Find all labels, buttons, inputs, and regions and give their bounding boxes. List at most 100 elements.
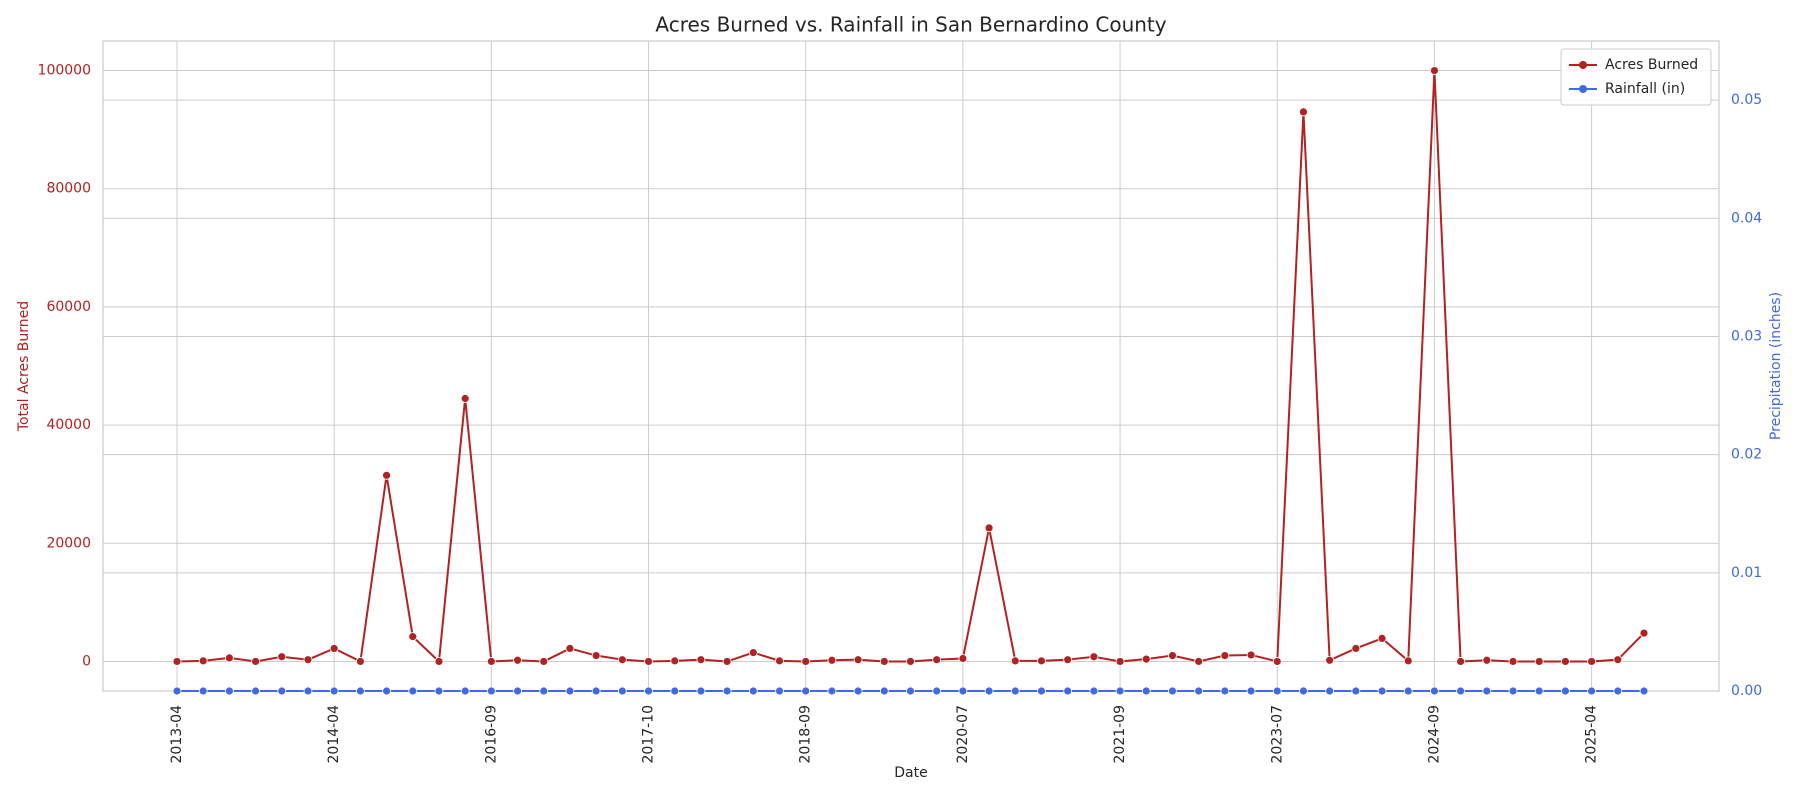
data-point: [1430, 686, 1439, 696]
data-point: [1141, 654, 1151, 664]
data-point: [1587, 657, 1597, 666]
data-point: [1194, 657, 1204, 666]
x-tick-label: 2023-07: [1269, 705, 1285, 764]
legend-marker: [1579, 85, 1587, 93]
data-point: [984, 523, 994, 533]
data-point: [1246, 650, 1256, 660]
data-point: [172, 686, 182, 696]
y2-tick-label: 0.05: [1731, 92, 1762, 108]
x-axis-label: Date: [894, 765, 927, 781]
data-point: [329, 686, 339, 696]
data-point: [1168, 651, 1177, 660]
data-point: [644, 657, 653, 666]
data-point: [827, 655, 837, 665]
plot-frame: [102, 40, 1720, 692]
data-point: [1272, 657, 1282, 666]
data-point: [906, 657, 915, 666]
y2-tick-label: 0.02: [1731, 447, 1762, 463]
x-tick-label: 2018-09: [798, 705, 814, 764]
data-point: [486, 657, 496, 666]
data-point: [1351, 644, 1361, 653]
data-point: [1456, 686, 1466, 696]
data-point: [1561, 686, 1570, 696]
data-point: [1587, 686, 1597, 696]
legend-label: Rainfall (in): [1605, 81, 1685, 97]
data-point: [277, 686, 287, 696]
data-point: [1508, 657, 1518, 666]
data-point: [1010, 686, 1020, 696]
data-point: [1613, 655, 1623, 665]
data-point: [382, 686, 391, 696]
data-point: [984, 686, 994, 696]
y2-tick-label: 0.03: [1731, 328, 1762, 344]
y2-tick-label: 0.04: [1731, 210, 1762, 226]
x-tick-label: 2013-04: [169, 705, 185, 764]
legend-marker: [1579, 61, 1587, 69]
data-point: [879, 657, 889, 666]
data-point: [1534, 686, 1544, 696]
x-tick-label: 2020-07: [955, 705, 971, 764]
data-point: [539, 657, 549, 666]
data-point: [801, 686, 811, 696]
data-point: [932, 686, 942, 696]
legend-box: [1560, 48, 1712, 106]
data-point: [1377, 686, 1387, 696]
data-point: [513, 686, 522, 696]
data-point: [224, 686, 234, 696]
y-tick-label: 20000: [46, 535, 91, 551]
y-tick-label: 100000: [38, 63, 91, 79]
data-point: [224, 653, 234, 663]
x-tick-label: 2016-09: [483, 705, 499, 764]
y-tick-label: 60000: [46, 299, 91, 315]
data-point: [382, 470, 391, 480]
data-point: [1508, 686, 1518, 696]
data-point: [486, 686, 496, 696]
data-point: [722, 686, 732, 696]
data-point: [1037, 656, 1046, 666]
data-point: [1089, 686, 1099, 696]
data-point: [1639, 686, 1649, 696]
data-point: [879, 686, 889, 696]
data-point: [1063, 686, 1073, 696]
data-point: [1351, 686, 1361, 696]
x-tick-label: 2025-04: [1584, 705, 1600, 764]
data-point: [355, 686, 365, 696]
data-point: [408, 632, 418, 642]
data-point: [251, 686, 260, 696]
y-tick-label: 80000: [46, 181, 91, 197]
data-point: [460, 686, 470, 696]
data-point: [906, 686, 915, 696]
y2-tick-label: 0.00: [1731, 683, 1762, 699]
data-point: [670, 656, 680, 666]
data-point: [434, 657, 444, 666]
data-point: [591, 686, 601, 696]
data-point: [670, 686, 680, 696]
data-point: [748, 648, 758, 657]
data-point: [853, 655, 863, 665]
data-point: [251, 657, 260, 666]
data-point: [1089, 652, 1099, 662]
data-point: [801, 657, 811, 666]
data-point: [329, 644, 339, 653]
x-tick-label: 2024-09: [1426, 705, 1442, 764]
data-point: [172, 657, 182, 666]
data-point: [460, 394, 470, 403]
data-point: [565, 644, 575, 653]
data-point: [748, 686, 758, 696]
data-point: [1613, 686, 1623, 696]
data-point: [1037, 686, 1046, 696]
data-point: [198, 656, 208, 666]
data-point: [1299, 686, 1308, 696]
data-point: [277, 652, 287, 662]
data-point: [1456, 657, 1466, 666]
data-point: [1141, 686, 1151, 696]
x-tick-label: 2021-09: [1112, 705, 1128, 764]
legend-label: Acres Burned: [1605, 57, 1698, 73]
data-point: [355, 657, 365, 666]
data-point: [1272, 686, 1282, 696]
data-point: [513, 655, 522, 665]
data-point: [1063, 655, 1073, 665]
y2-tick-label: 0.01: [1731, 565, 1762, 581]
data-point: [303, 686, 313, 696]
